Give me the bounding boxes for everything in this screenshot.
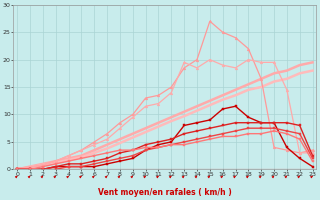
X-axis label: Vent moyen/en rafales ( km/h ): Vent moyen/en rafales ( km/h ) xyxy=(98,188,232,197)
